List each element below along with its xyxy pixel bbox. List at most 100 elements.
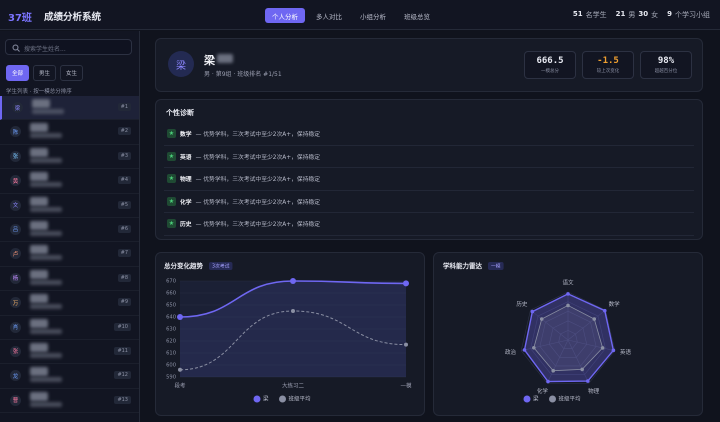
- diagnosis-text: — 优势学科，三次考试中至少2次A+，保持稳定: [195, 132, 321, 139]
- rank-badge: #8: [117, 273, 131, 282]
- radar-point: [566, 303, 570, 308]
- student-row[interactable]: 卢 #7: [0, 242, 139, 267]
- student-name-blur: [30, 147, 48, 157]
- axis-label: 化学: [537, 387, 549, 395]
- search-box[interactable]: 搜索学生姓名...: [5, 39, 132, 55]
- profile-meta: 男 · 第9组 · 班级排名 #1/51: [204, 71, 282, 78]
- filter-button[interactable]: 男生: [33, 65, 57, 81]
- filters: 全部 男生 女生: [6, 65, 84, 81]
- legend-label: 班级平均: [289, 395, 312, 403]
- student-row[interactable]: 陈 #2: [0, 120, 139, 145]
- student-name-blur: [30, 318, 48, 328]
- rank-badge: #3: [117, 151, 131, 160]
- diagnosis-row: ★ 历史 — 优势学科，三次考试中至少2次A+，保持稳定: [164, 213, 694, 236]
- student-meta-blur: [30, 157, 62, 163]
- sidebar: 搜索学生姓名... 全部 男生 女生 学生列表 · 按一模总分排序 梁 #1 陈 #2 张 #…: [0, 31, 140, 422]
- diagnosis-subject: 历史: [180, 222, 192, 229]
- grid-ring: [520, 291, 616, 384]
- student-row[interactable]: 张 #3: [0, 145, 139, 170]
- student-name-blur: [30, 196, 48, 206]
- legend-swatch: [279, 395, 287, 403]
- student-avatar: 肖: [10, 321, 21, 333]
- tab[interactable]: 个人分析: [265, 8, 305, 23]
- student-row[interactable]: 万 #9: [0, 291, 139, 316]
- student-row[interactable]: 黄 #4: [0, 169, 139, 194]
- axis-spoke: [567, 339, 615, 351]
- radar-point: [580, 367, 584, 372]
- student-row[interactable]: 吕 #6: [0, 218, 139, 243]
- stat-label: 一模总分: [541, 69, 559, 74]
- rank-badge: #5: [117, 200, 131, 209]
- student-avatar: 张: [10, 345, 21, 357]
- stat-label: 超越百分位: [654, 69, 678, 74]
- student-meta-blur: [30, 401, 62, 407]
- student-row[interactable]: 文 #5: [0, 194, 139, 218]
- diagnosis-text: — 优势学科，三次考试中至少2次A+，保持稳定: [195, 177, 321, 184]
- stat-number: 51: [572, 10, 583, 18]
- tab[interactable]: 班级总览: [404, 13, 430, 21]
- legend-swatch: [253, 395, 261, 403]
- rank-badge: #1: [117, 103, 131, 111]
- student-row[interactable]: 曹 #13: [0, 389, 139, 414]
- stat-text: 女: [651, 11, 659, 19]
- point: [291, 309, 295, 313]
- radar-point: [546, 379, 550, 384]
- diagnosis-panel: 个性诊断 ★ 数学 — 优势学科，三次考试中至少2次A+，保持稳定 ★ 英语 — 优势学科…: [155, 99, 703, 240]
- student-avatar: 杨: [10, 272, 21, 284]
- student-meta-blur: [30, 133, 62, 139]
- point: [403, 280, 409, 287]
- stat-number: 30: [638, 10, 649, 18]
- radar-point: [602, 308, 607, 313]
- student-row[interactable]: 杨 #8: [0, 267, 139, 292]
- grid-ring: [530, 301, 606, 375]
- radar-point: [539, 317, 544, 321]
- student-row[interactable]: 梁 #1: [0, 96, 139, 121]
- legend-swatch: [549, 395, 557, 403]
- student-avatar: 曹: [10, 394, 21, 406]
- top-bar: 37班 成绩分析系统 个人分析 多人对比 小组分析 班级总览 51 名学生 21 男 30 女 9…: [0, 0, 720, 30]
- student-avatar: 张: [10, 150, 21, 162]
- y-tick-label: 640: [166, 315, 176, 321]
- filter-button[interactable]: 女生: [60, 65, 84, 81]
- axis-spoke: [567, 309, 606, 341]
- student-avatar: 陈: [10, 126, 21, 138]
- rank-badge: #2: [117, 127, 131, 136]
- y-tick-label: 620: [166, 339, 176, 345]
- profile-stat: 666.5 一模总分: [524, 51, 576, 79]
- rank-badge: #6: [117, 224, 131, 233]
- student-name-blur: [30, 367, 48, 377]
- filter-button[interactable]: 全部: [6, 65, 30, 81]
- student-meta-blur: [30, 182, 62, 188]
- student-meta-blur: [30, 377, 62, 383]
- student-avatar: 黄: [10, 175, 21, 187]
- diagnosis-row: ★ 数学 — 优势学科，三次考试中至少2次A+，保持稳定: [164, 123, 694, 146]
- profile-stat: -1.5 较上次变化: [582, 51, 634, 79]
- student-meta-blur: [30, 352, 62, 358]
- axis-label: 语文: [562, 279, 574, 287]
- rank-badge: #12: [114, 371, 131, 380]
- tab[interactable]: 多人对比: [316, 13, 342, 21]
- student-name-blur: [30, 220, 48, 230]
- student-row[interactable]: 肖 #10: [0, 316, 139, 340]
- chart-title: 学科能力雷达: [443, 261, 483, 270]
- axis-label: 政治: [505, 348, 517, 356]
- search-placeholder: 搜索学生姓名...: [24, 46, 66, 53]
- tab[interactable]: 小组分析: [360, 13, 386, 21]
- rank-badge: #11: [114, 346, 131, 355]
- student-name-blur: [30, 269, 48, 279]
- student-list: 梁 #1 陈 #2 张 #3 黄 #4 文 #5 吕 #6 卢 #7 杨 #8 万 #9 肖 #10 张 #11 龙 #12 曹…: [0, 96, 139, 414]
- radar-point: [522, 348, 527, 352]
- student-row[interactable]: 张 #11: [0, 340, 139, 365]
- diagnosis-row: ★ 物理 — 优势学科，三次考试中至少2次A+，保持稳定: [164, 168, 694, 191]
- radar-point: [592, 317, 597, 321]
- y-tick-label: 590: [166, 375, 176, 381]
- tabs: 个人分析 多人对比 小组分析 班级总览: [265, 8, 437, 23]
- student-avatar: 梁: [12, 102, 23, 113]
- point: [177, 314, 183, 320]
- student-row[interactable]: 龙 #12: [0, 364, 139, 389]
- diagnosis-list: ★ 数学 — 优势学科，三次考试中至少2次A+，保持稳定 ★ 英语 — 优势学科，三次考试…: [164, 123, 694, 236]
- y-tick-label: 670: [166, 279, 176, 285]
- diagnosis-subject: 化学: [180, 199, 192, 206]
- x-tick-label: 一模: [400, 382, 412, 390]
